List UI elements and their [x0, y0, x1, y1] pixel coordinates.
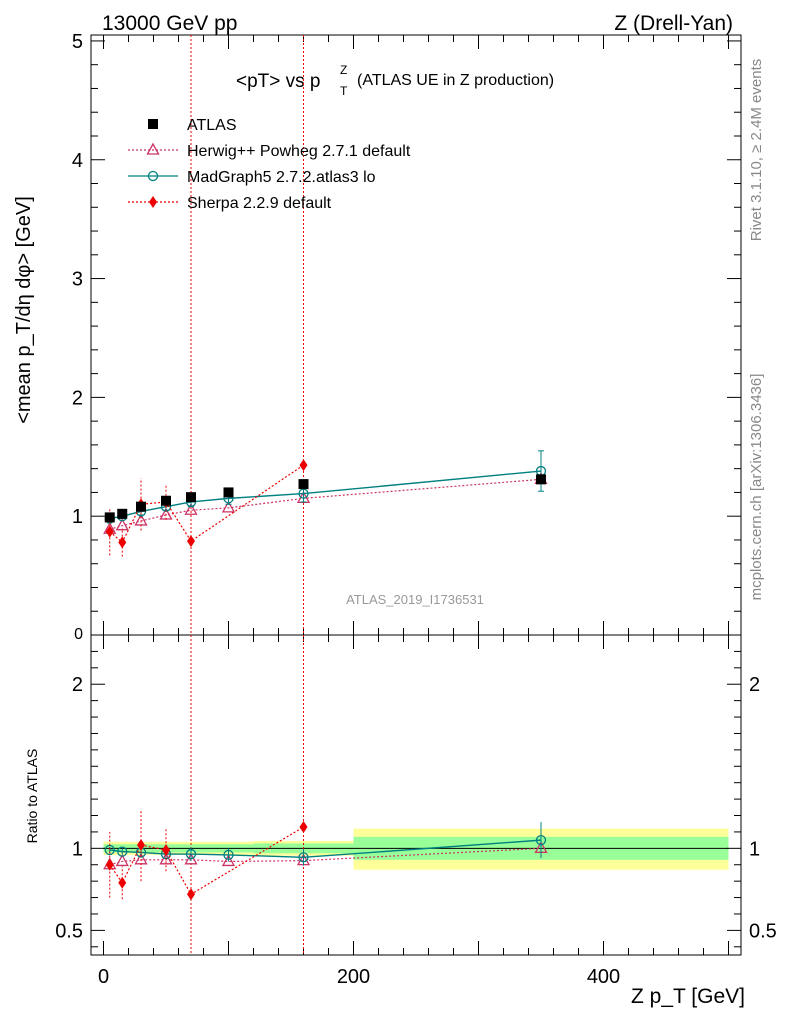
y-tick-label-zero: 0: [74, 626, 83, 643]
ratio-data-point: [137, 839, 145, 852]
legend-marker: [147, 170, 159, 182]
ratio-data-point: [535, 834, 547, 846]
legend-label: Sherpa 2.2.9 default: [187, 195, 332, 212]
ratio-data-point: [298, 852, 309, 863]
ratio-y-tick-label-right: 2: [749, 674, 760, 696]
ratio-data-point: [162, 843, 170, 856]
ratio-data-point: [184, 852, 198, 865]
ratio-plot-panel: 0.5 0.5 1 1 2 2 0 200 400: [55, 634, 777, 988]
svg-text:<mean p_T/dη dφ> [GeV]: <mean p_T/dη dφ> [GeV]: [13, 196, 35, 424]
ratio-series-triangle: [103, 840, 548, 870]
legend-marker: [146, 142, 160, 155]
data-point: [299, 459, 308, 472]
data-point: [536, 474, 546, 485]
data-point: [118, 536, 127, 549]
legend-marker: [148, 119, 158, 129]
svg-text:Rivet 3.1.10, ≥ 2.4M events: Rivet 3.1.10, ≥ 2.4M events: [748, 59, 765, 242]
data-point: [221, 500, 236, 513]
ratio-data-point: [115, 854, 129, 867]
data-point: [298, 488, 309, 499]
legend-label: MadGraph5 2.7.2.atlas3 lo: [187, 169, 376, 186]
mcplots-reference-label: mcplots.cern.ch [arXiv:1306.3436]: [748, 374, 765, 601]
ratio-y-tick-label-right: 0.5: [749, 920, 777, 942]
series-line: [109, 478, 542, 530]
ratio-data-point: [118, 876, 127, 889]
y-tick-label: 2: [72, 387, 83, 409]
collision-energy-label: 13000 GeV pp: [102, 12, 237, 35]
x-tick-label: 200: [337, 966, 370, 988]
ratio-plot-frame: [90, 634, 742, 956]
ratio-data-point: [221, 854, 236, 867]
series-circle: [104, 450, 547, 524]
main-plot-title: <pT> vs p Z T (ATLAS UE in Z production): [236, 63, 554, 98]
series-line: [109, 470, 542, 520]
data-point: [117, 508, 128, 519]
ratio-data-point: [117, 846, 128, 857]
data-point: [186, 492, 196, 503]
ratio-data-point: [299, 821, 308, 833]
data-point: [298, 479, 309, 490]
y-tick-label: 1: [72, 506, 83, 528]
main-y-axis-label: <mean p_T/dη dφ> [GeV]: [13, 196, 35, 424]
rivet-version-label: Rivet 3.1.10, ≥ 2.4M events: [748, 59, 765, 242]
ratio-data-point: [159, 852, 173, 865]
svg-text:mcplots.cern.ch [arXiv:1306.34: mcplots.cern.ch [arXiv:1306.3436]: [748, 374, 765, 601]
title-suffix: (ATLAS UE in Z production): [357, 72, 554, 89]
legend-marker: [149, 196, 157, 208]
data-point: [104, 512, 115, 523]
x-axis-label: Z p_T [GeV]: [631, 985, 745, 1008]
svg-text:Ratio to ATLAS: Ratio to ATLAS: [24, 749, 40, 844]
ratio-series-circle: [104, 822, 547, 866]
process-label: Z (Drell-Yan): [614, 12, 733, 35]
ratio-series-diamond: [105, 808, 308, 901]
series-square: [104, 474, 546, 523]
analysis-id-label: ATLAS_2019_I1736531: [346, 592, 484, 607]
data-point: [187, 535, 195, 548]
title-main-text: <pT> vs p: [236, 71, 321, 92]
data-point: [223, 487, 234, 498]
y-tick-label: 3: [72, 269, 83, 291]
ratio-series-line: [109, 839, 542, 859]
title-subscript: T: [340, 84, 348, 98]
ratio-y-tick-label: 0.5: [55, 920, 83, 942]
data-point: [161, 495, 171, 506]
ratio-y-axis-label: Ratio to ATLAS: [24, 749, 40, 844]
ratio-series-line: [109, 826, 304, 896]
ratio-data-point: [223, 849, 234, 861]
y-tick-label: 5: [72, 31, 83, 53]
ratio-y-tick-label-right: 1: [749, 838, 760, 860]
ratio-y-tick-label: 1: [72, 838, 83, 860]
ratio-data-point: [185, 848, 197, 860]
data-point: [184, 502, 198, 515]
legend: ATLAS Herwig++ Powheg 2.7.1 default MadGra…: [128, 117, 411, 212]
y-tick-label: 4: [72, 150, 83, 172]
x-tick-label: 400: [587, 966, 620, 988]
main-plot-panel: 1 2 3 4 5 0: [72, 31, 742, 643]
ratio-y-tick-label: 2: [72, 674, 83, 696]
x-tick-label: 0: [98, 966, 109, 988]
data-point: [136, 501, 146, 512]
data-point: [115, 518, 129, 531]
ratio-data-point: [187, 888, 195, 901]
legend-label: ATLAS: [187, 117, 237, 134]
data-point: [105, 525, 114, 538]
legend-label: Herwig++ Powheg 2.7.1 default: [187, 143, 411, 160]
title-superscript: Z: [340, 63, 347, 77]
ratio-data-point: [105, 858, 114, 871]
